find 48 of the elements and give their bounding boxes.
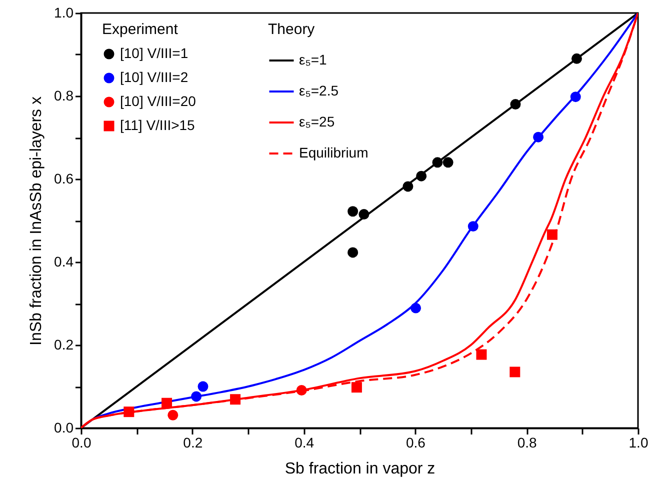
- point: [510, 366, 520, 378]
- y-tick-label: 0.8: [54, 88, 74, 104]
- point: [432, 157, 443, 168]
- legend-label: [11] V/III>15: [120, 117, 196, 133]
- point: [416, 170, 427, 182]
- y-tick-label: 0.0: [54, 420, 74, 436]
- point: [468, 221, 478, 232]
- legend-label: [10] V/III=20: [120, 93, 196, 109]
- x-tick-label: 0.2: [183, 434, 203, 450]
- point: [571, 53, 582, 64]
- y-tick-label: 0.4: [54, 254, 74, 270]
- legend-label: [10] V/III=1: [120, 45, 188, 61]
- legend-label: ε₅=2.5: [299, 82, 339, 98]
- legend-label: Equilibrium: [299, 144, 368, 160]
- point: [230, 394, 241, 405]
- point: [410, 302, 421, 314]
- legend-title: Experiment: [102, 21, 179, 38]
- x-tick-label: 0.4: [294, 434, 314, 450]
- point: [546, 229, 558, 240]
- point: [533, 132, 544, 142]
- point: [570, 92, 581, 102]
- legend-label: [10] V/III=2: [120, 69, 188, 85]
- point: [348, 247, 358, 258]
- legend-label: ε₅=25: [299, 114, 335, 130]
- point: [442, 157, 454, 168]
- point: [348, 206, 358, 217]
- point: [351, 382, 362, 393]
- annotation: Theory: [268, 21, 316, 38]
- point: [476, 349, 487, 360]
- x-tick-label: 1.0: [628, 434, 648, 450]
- point: [168, 410, 178, 420]
- x-axis-title: Sb fraction in vapor z: [284, 460, 436, 478]
- legend-label: ε₅=1: [299, 52, 328, 68]
- y-axis-title: InSb fraction in InAsSb epi-layers x: [28, 96, 46, 346]
- x-tick-label: 0.8: [517, 434, 538, 450]
- x-tick-label: 0.6: [406, 434, 426, 450]
- x-tick-label: 0.0: [72, 434, 92, 450]
- y-tick-label: 0.2: [54, 336, 74, 352]
- point: [124, 406, 134, 418]
- point: [402, 181, 414, 192]
- y-tick-label: 1.0: [54, 4, 74, 20]
- point: [162, 398, 172, 408]
- point: [510, 99, 521, 110]
- point: [198, 381, 208, 392]
- point: [296, 385, 307, 396]
- point: [191, 391, 202, 402]
- point: [358, 209, 370, 220]
- y-tick-label: 0.6: [54, 170, 74, 186]
